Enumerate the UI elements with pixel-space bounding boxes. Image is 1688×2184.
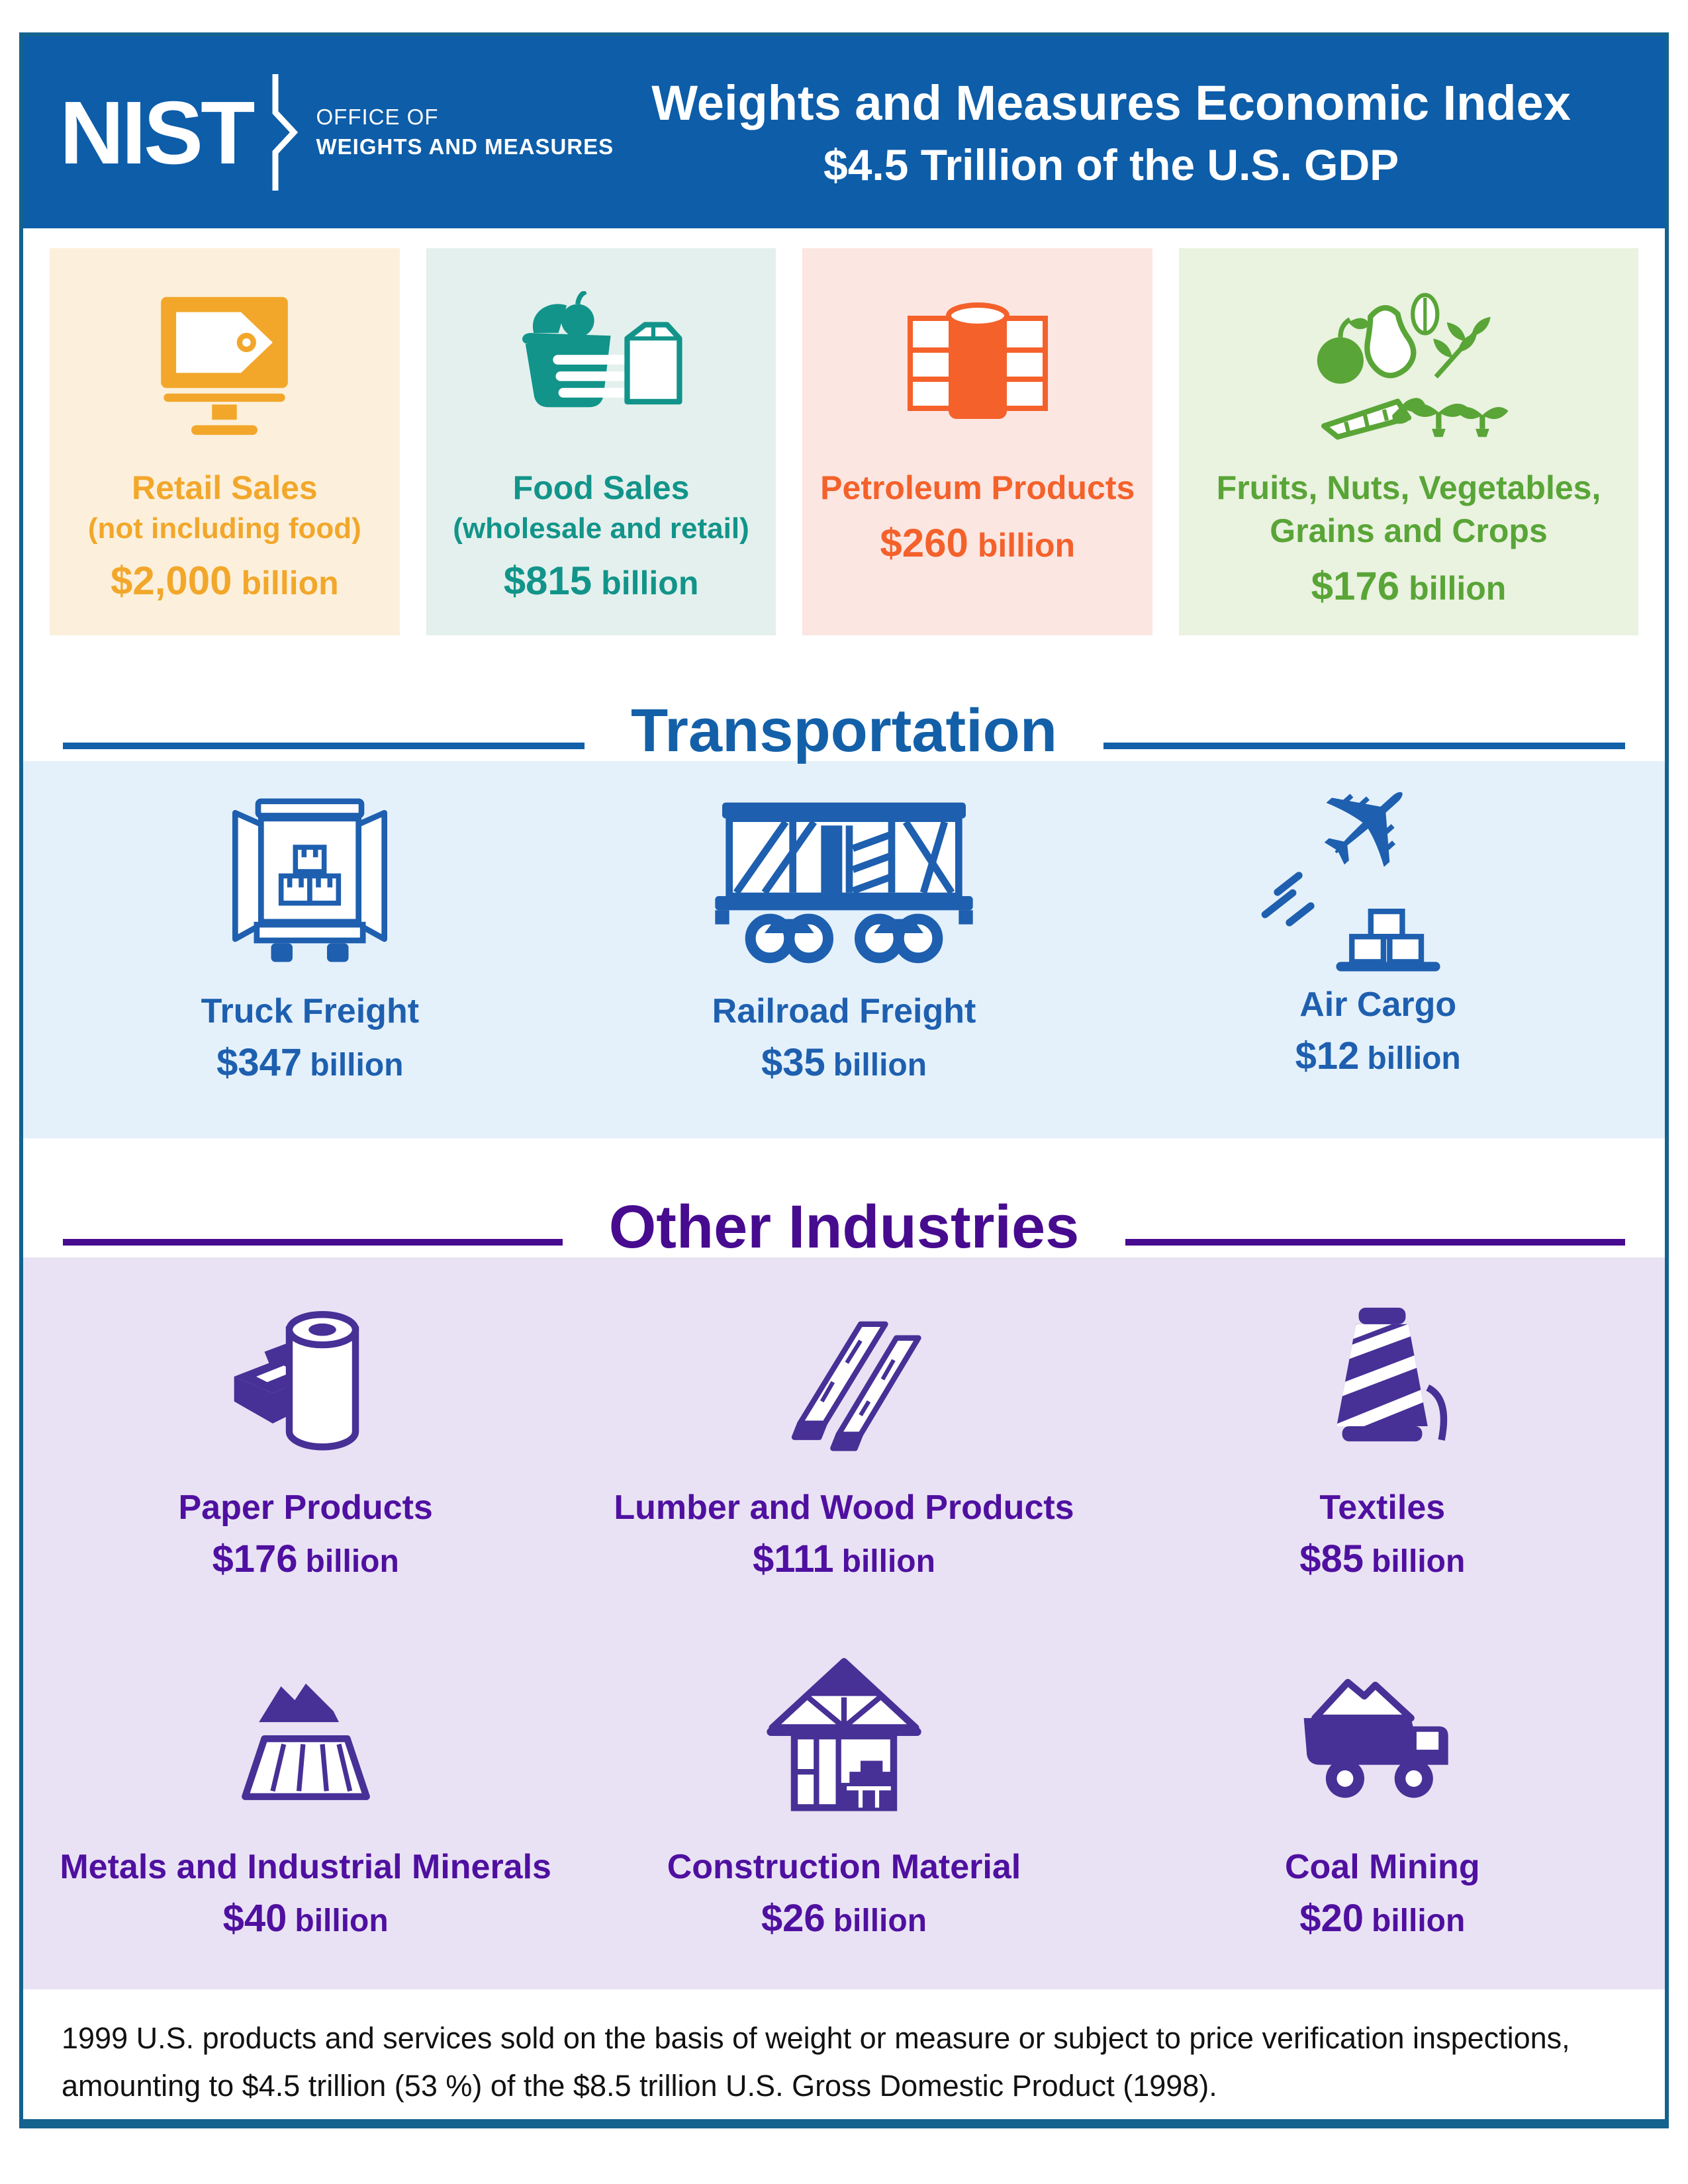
page-title: Weights and Measures Economic Index $4.5… <box>614 70 1628 195</box>
card-amount: $815 billion <box>503 559 699 604</box>
page-title-line1: Weights and Measures Economic Index <box>651 75 1571 130</box>
nist-logo-bracket-icon <box>272 74 298 191</box>
footer-line1: 1999 U.S. products and services sold on … <box>62 2021 1570 2055</box>
heading-rule-right <box>1103 743 1626 749</box>
item-amount: $85 billion <box>1299 1537 1466 1580</box>
item-amount: $40 billion <box>222 1897 389 1940</box>
page-content: NIST OFFICE OF WEIGHTS AND MEASURES Weig… <box>19 32 1669 2128</box>
item-label: Metals and Industrial Minerals <box>60 1848 551 1886</box>
transportation-item-air: ✈ Air Cargo $12 billion <box>1111 735 1645 1125</box>
transportation-item-railroad: Railroad Freight $35 billion <box>577 774 1111 1125</box>
page-title-line2: $4.5 Trillion of the U.S. GDP <box>823 140 1399 190</box>
lumber-icon <box>581 1277 1106 1476</box>
paper-products-icon <box>43 1277 568 1476</box>
office-line1: OFFICE OF <box>316 105 439 130</box>
nist-logo: NIST OFFICE OF WEIGHTS AND MEASURES <box>60 73 614 192</box>
industry-item-metals: Metals and Industrial Minerals $40 billio… <box>36 1623 575 1981</box>
top-category-cards: Retail Sales (not including food) $2,000… <box>23 228 1665 662</box>
office-line2: WEIGHTS AND MEASURES <box>316 134 614 159</box>
item-label: Paper Products <box>178 1488 433 1527</box>
item-label: Truck Freight <box>201 992 420 1030</box>
item-label: Construction Material <box>667 1848 1021 1886</box>
item-amount: $347 billion <box>216 1041 404 1084</box>
produce-icon <box>1188 268 1629 467</box>
header-band: NIST OFFICE OF WEIGHTS AND MEASURES Weig… <box>23 36 1665 228</box>
card-amount: $260 billion <box>880 521 1076 565</box>
item-amount: $12 billion <box>1295 1034 1461 1077</box>
oil-barrels-icon <box>812 268 1143 467</box>
transportation-item-truck: Truck Freight $347 billion <box>43 774 577 1125</box>
item-label: Air Cargo <box>1299 985 1457 1024</box>
item-amount: $20 billion <box>1299 1897 1466 1940</box>
coal-mining-icon <box>1120 1637 1645 1835</box>
transportation-heading: Transportation <box>23 662 1665 761</box>
industry-item-lumber: Lumber and Wood Products $111 billion <box>575 1264 1113 1621</box>
card-subtitle: (not including food) <box>87 512 361 545</box>
nist-logo-text: NIST <box>60 82 256 183</box>
card-retail-sales: Retail Sales (not including food) $2,000… <box>50 248 400 635</box>
airplane-icon: ✈ <box>1281 735 1458 915</box>
item-amount: $176 billion <box>212 1537 399 1580</box>
item-label: Lumber and Wood Products <box>614 1488 1074 1527</box>
card-title: Retail Sales <box>131 469 318 506</box>
card-title: Petroleum Products <box>820 469 1135 506</box>
metals-minerals-icon <box>43 1637 568 1835</box>
card-petroleum-products: Petroleum Products $260 billion <box>802 248 1153 635</box>
item-label: Textiles <box>1319 1488 1446 1527</box>
card-title-line2: Grains and Crops <box>1270 512 1548 549</box>
footer-line2: amounting to $4.5 trillion (53 %) of the… <box>62 2069 1217 2103</box>
cargo-boxes-icon <box>1336 908 1440 972</box>
card-title: Fruits, Nuts, Vegetables, <box>1216 469 1601 506</box>
industry-item-coal: Coal Mining $20 billion <box>1113 1623 1652 1981</box>
office-name: OFFICE OF WEIGHTS AND MEASURES <box>316 103 614 161</box>
textiles-icon <box>1120 1277 1645 1476</box>
grocery-basket-milk-icon <box>436 268 767 467</box>
item-amount: $35 billion <box>761 1041 927 1084</box>
railroad-freight-icon <box>584 781 1105 979</box>
heading-rule-left <box>63 1239 563 1246</box>
other-industries-band: Paper Products $176 billion <box>23 1257 1665 1989</box>
footer-note: 1999 U.S. products and services sold on … <box>23 1989 1665 2119</box>
item-label: Coal Mining <box>1284 1848 1480 1886</box>
construction-material-icon <box>581 1637 1106 1835</box>
item-amount: $26 billion <box>761 1897 927 1940</box>
price-tag-monitor-icon <box>59 268 391 467</box>
card-subtitle: (wholesale and retail) <box>453 512 749 545</box>
other-industries-heading: Other Industries <box>23 1138 1665 1257</box>
heading-rule-left <box>63 743 585 749</box>
card-amount: $2,000 billion <box>110 559 339 604</box>
heading-rule-right <box>1125 1239 1626 1246</box>
item-label: Railroad Freight <box>712 992 976 1030</box>
card-title: Food Sales <box>512 469 690 506</box>
speed-dash-icon <box>1284 901 1316 928</box>
industry-item-paper: Paper Products $176 billion <box>36 1264 575 1621</box>
other-industries-title: Other Industries <box>608 1193 1080 1261</box>
industry-item-construction: Construction Material $26 billion <box>575 1623 1113 1981</box>
card-food-sales: Food Sales (wholesale and retail) $815 bi… <box>426 248 776 635</box>
transportation-band: Truck Freight $347 billion <box>23 735 1665 1138</box>
air-cargo-icon: ✈ <box>1239 735 1517 973</box>
truck-freight-icon <box>50 781 571 979</box>
card-fruits-nuts-vegetables: Fruits, Nuts, Vegetables, Grains and Cro… <box>1179 248 1638 635</box>
item-amount: $111 billion <box>752 1537 935 1580</box>
transportation-title: Transportation <box>630 697 1058 764</box>
industry-item-textiles: Textiles $85 billion <box>1113 1264 1652 1621</box>
card-amount: $176 billion <box>1311 564 1507 608</box>
